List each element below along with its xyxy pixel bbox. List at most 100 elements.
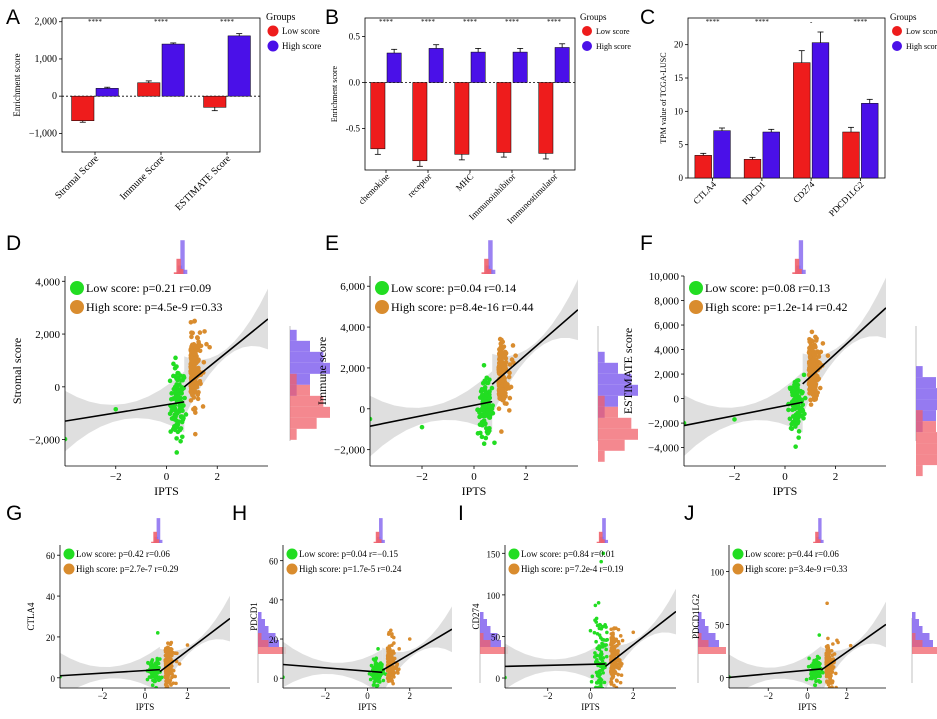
point-low bbox=[175, 375, 181, 381]
x-tick-label: 0 bbox=[164, 471, 170, 483]
point-low bbox=[799, 391, 805, 396]
y-axis-label: CTLA4 bbox=[26, 602, 36, 630]
significance-label: **** bbox=[505, 18, 520, 26]
hist-top-high bbox=[381, 539, 385, 543]
hist-right-high bbox=[598, 395, 618, 407]
point-low bbox=[817, 672, 821, 677]
point-high bbox=[192, 318, 197, 324]
point-low bbox=[588, 628, 593, 633]
point-high bbox=[188, 364, 193, 369]
point-high bbox=[829, 674, 833, 678]
legend: Groups Low score High score bbox=[580, 12, 631, 51]
legend-swatch bbox=[732, 563, 744, 575]
y-tick-label: 0 bbox=[720, 673, 725, 683]
point-high bbox=[499, 429, 504, 434]
significance-label: **** bbox=[421, 18, 436, 26]
point-low bbox=[505, 675, 507, 680]
point-high bbox=[163, 658, 168, 662]
point-low bbox=[173, 355, 178, 361]
point-low bbox=[174, 436, 179, 441]
point-low bbox=[371, 683, 376, 687]
legend-swatch bbox=[892, 26, 902, 36]
fit-line-low bbox=[505, 663, 606, 668]
point-high bbox=[175, 651, 179, 656]
legend-title: Groups bbox=[890, 12, 917, 22]
hist-right-low bbox=[290, 384, 310, 396]
point-low bbox=[601, 691, 605, 695]
y-tick-label: 0 bbox=[51, 674, 56, 684]
point-low bbox=[174, 418, 179, 423]
point-low bbox=[790, 407, 795, 413]
point-low bbox=[594, 685, 598, 688]
point-low bbox=[786, 407, 791, 413]
bar-chart-b: -0.5 0.0 0.5 Enrichment score **** chemokine *… bbox=[330, 12, 631, 226]
point-low bbox=[819, 670, 824, 675]
legend-label: Low score bbox=[596, 27, 630, 36]
bar-high-1 bbox=[428, 48, 444, 83]
point-low bbox=[789, 399, 795, 405]
point-high bbox=[612, 683, 616, 688]
point-low bbox=[811, 661, 816, 665]
point-low bbox=[599, 559, 603, 564]
fit-line-low bbox=[283, 663, 383, 674]
point-low bbox=[479, 419, 485, 425]
point-high bbox=[171, 650, 175, 655]
y-tick-label: 50 bbox=[491, 632, 501, 642]
point-low bbox=[789, 426, 795, 432]
point-low bbox=[597, 670, 601, 675]
hist-right-low bbox=[916, 465, 923, 477]
legend-label: Low score: p=0.84 r=0.01 bbox=[521, 549, 615, 559]
point-high bbox=[820, 341, 826, 346]
point-low bbox=[604, 625, 608, 629]
point-low bbox=[795, 414, 801, 419]
bar-low-1 bbox=[412, 82, 428, 162]
hist-right-low bbox=[598, 439, 625, 451]
hist-top-low bbox=[794, 258, 800, 274]
point-high bbox=[827, 685, 832, 688]
point-high bbox=[200, 404, 206, 409]
point-high bbox=[165, 648, 169, 653]
hist-top-high bbox=[488, 240, 493, 274]
point-low bbox=[599, 678, 604, 682]
point-high bbox=[615, 690, 619, 694]
hist-top-low bbox=[179, 268, 184, 274]
legend-swatch bbox=[70, 300, 84, 314]
point-high bbox=[826, 682, 831, 687]
point-high bbox=[204, 341, 209, 347]
point-high bbox=[390, 673, 394, 678]
y-tick-label: 15 bbox=[674, 73, 684, 83]
point-high bbox=[506, 374, 512, 380]
y-tick-label: 20 bbox=[674, 40, 684, 50]
point-high bbox=[193, 410, 198, 415]
y-tick-label: 4,000 bbox=[654, 345, 679, 357]
significance-label: **** bbox=[154, 18, 169, 26]
hist-right-low bbox=[290, 373, 297, 385]
category-label: Immune Score bbox=[118, 153, 168, 203]
x-axis-label: IPTS bbox=[773, 484, 798, 498]
point-low bbox=[369, 672, 374, 677]
y-tick-label: 10 bbox=[674, 106, 684, 116]
hist-top-high bbox=[182, 269, 188, 274]
point-low bbox=[605, 630, 609, 635]
point-low bbox=[153, 673, 157, 678]
point-low bbox=[177, 427, 183, 433]
hist-top-low bbox=[155, 539, 160, 543]
y-tick-label: 0 bbox=[496, 674, 501, 684]
point-high bbox=[611, 632, 615, 637]
point-high bbox=[389, 658, 394, 663]
point-high bbox=[177, 662, 182, 666]
point-high bbox=[185, 643, 190, 647]
point-low bbox=[481, 441, 487, 447]
point-low bbox=[814, 660, 819, 664]
y-tick-label: 5 bbox=[679, 140, 684, 150]
hist-right-low bbox=[258, 640, 269, 647]
point-high bbox=[616, 627, 621, 632]
bar-high-0 bbox=[95, 88, 119, 97]
point-high bbox=[168, 642, 173, 647]
point-low bbox=[174, 424, 180, 430]
point-low bbox=[171, 361, 176, 367]
point-low bbox=[795, 420, 800, 426]
hist-right-low bbox=[916, 421, 936, 433]
category-label: Stromal Score bbox=[53, 153, 101, 201]
